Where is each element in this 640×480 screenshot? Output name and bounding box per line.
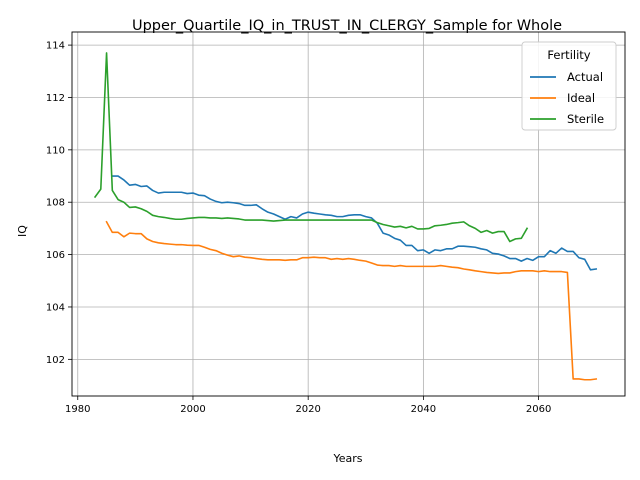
legend-title: Fertility <box>547 48 590 62</box>
series-line-sterile <box>93 52 529 243</box>
series-layer <box>93 52 598 381</box>
x-tick-label: 1980 <box>65 404 90 415</box>
legend-label-ideal: Ideal <box>567 91 595 105</box>
x-axis-label: Years <box>332 452 362 465</box>
y-tick-label: 106 <box>46 250 65 261</box>
y-tick-label: 104 <box>46 302 65 313</box>
y-axis-label: IQ <box>16 225 29 237</box>
x-tick-label: 2040 <box>411 404 436 415</box>
y-tick-label: 114 <box>46 41 65 52</box>
x-tick-label: 2000 <box>180 404 205 415</box>
x-tick-label: 2060 <box>526 404 551 415</box>
legend-label-actual: Actual <box>567 70 603 84</box>
series-line-ideal <box>105 220 598 381</box>
y-tick-label: 110 <box>46 145 65 156</box>
x-tick-label: 2020 <box>295 404 320 415</box>
plot-frame <box>71 31 626 397</box>
y-tick-label: 108 <box>46 198 65 209</box>
series-line-actual <box>111 175 598 271</box>
ticks: 1980 2000 2020 2040 2060 102 104 106 108 110 112 11… <box>46 41 551 415</box>
y-tick-label: 102 <box>46 355 65 366</box>
legend: Fertility Actual Ideal Sterile <box>521 41 617 131</box>
legend-box <box>521 41 617 131</box>
chart-title: Upper_Quartile_IQ_in_TRUST_IN_CLERGY_Sam… <box>132 18 562 34</box>
legend-label-sterile: Sterile <box>567 112 604 126</box>
y-tick-label: 112 <box>46 93 65 104</box>
